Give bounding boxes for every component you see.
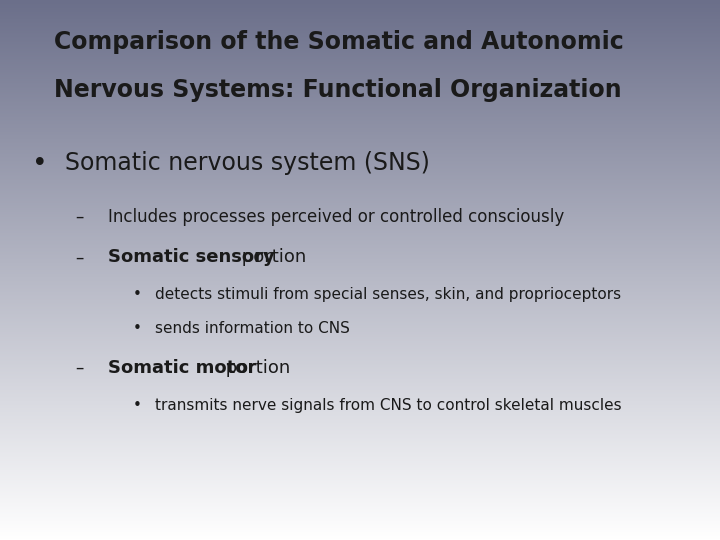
Text: Somatic nervous system (SNS): Somatic nervous system (SNS) bbox=[65, 151, 430, 175]
Text: Somatic motor: Somatic motor bbox=[108, 359, 256, 377]
Text: Includes processes perceived or controlled consciously: Includes processes perceived or controll… bbox=[108, 208, 564, 226]
Text: Nervous Systems: Functional Organization: Nervous Systems: Functional Organization bbox=[54, 78, 621, 102]
Text: transmits nerve signals from CNS to control skeletal muscles: transmits nerve signals from CNS to cont… bbox=[155, 398, 621, 413]
Text: •: • bbox=[32, 151, 48, 177]
Text: –: – bbox=[76, 208, 84, 226]
Text: Comparison of the Somatic and Autonomic: Comparison of the Somatic and Autonomic bbox=[54, 30, 624, 53]
Text: sends information to CNS: sends information to CNS bbox=[155, 321, 350, 336]
Text: –: – bbox=[76, 248, 84, 266]
Text: portion: portion bbox=[236, 248, 307, 266]
Text: •: • bbox=[133, 321, 142, 336]
Text: Somatic sensory: Somatic sensory bbox=[108, 248, 275, 266]
Text: detects stimuli from special senses, skin, and proprioceptors: detects stimuli from special senses, ski… bbox=[155, 287, 621, 302]
Text: •: • bbox=[133, 398, 142, 413]
Text: portion: portion bbox=[220, 359, 290, 377]
Text: •: • bbox=[133, 287, 142, 302]
Text: –: – bbox=[76, 359, 84, 377]
